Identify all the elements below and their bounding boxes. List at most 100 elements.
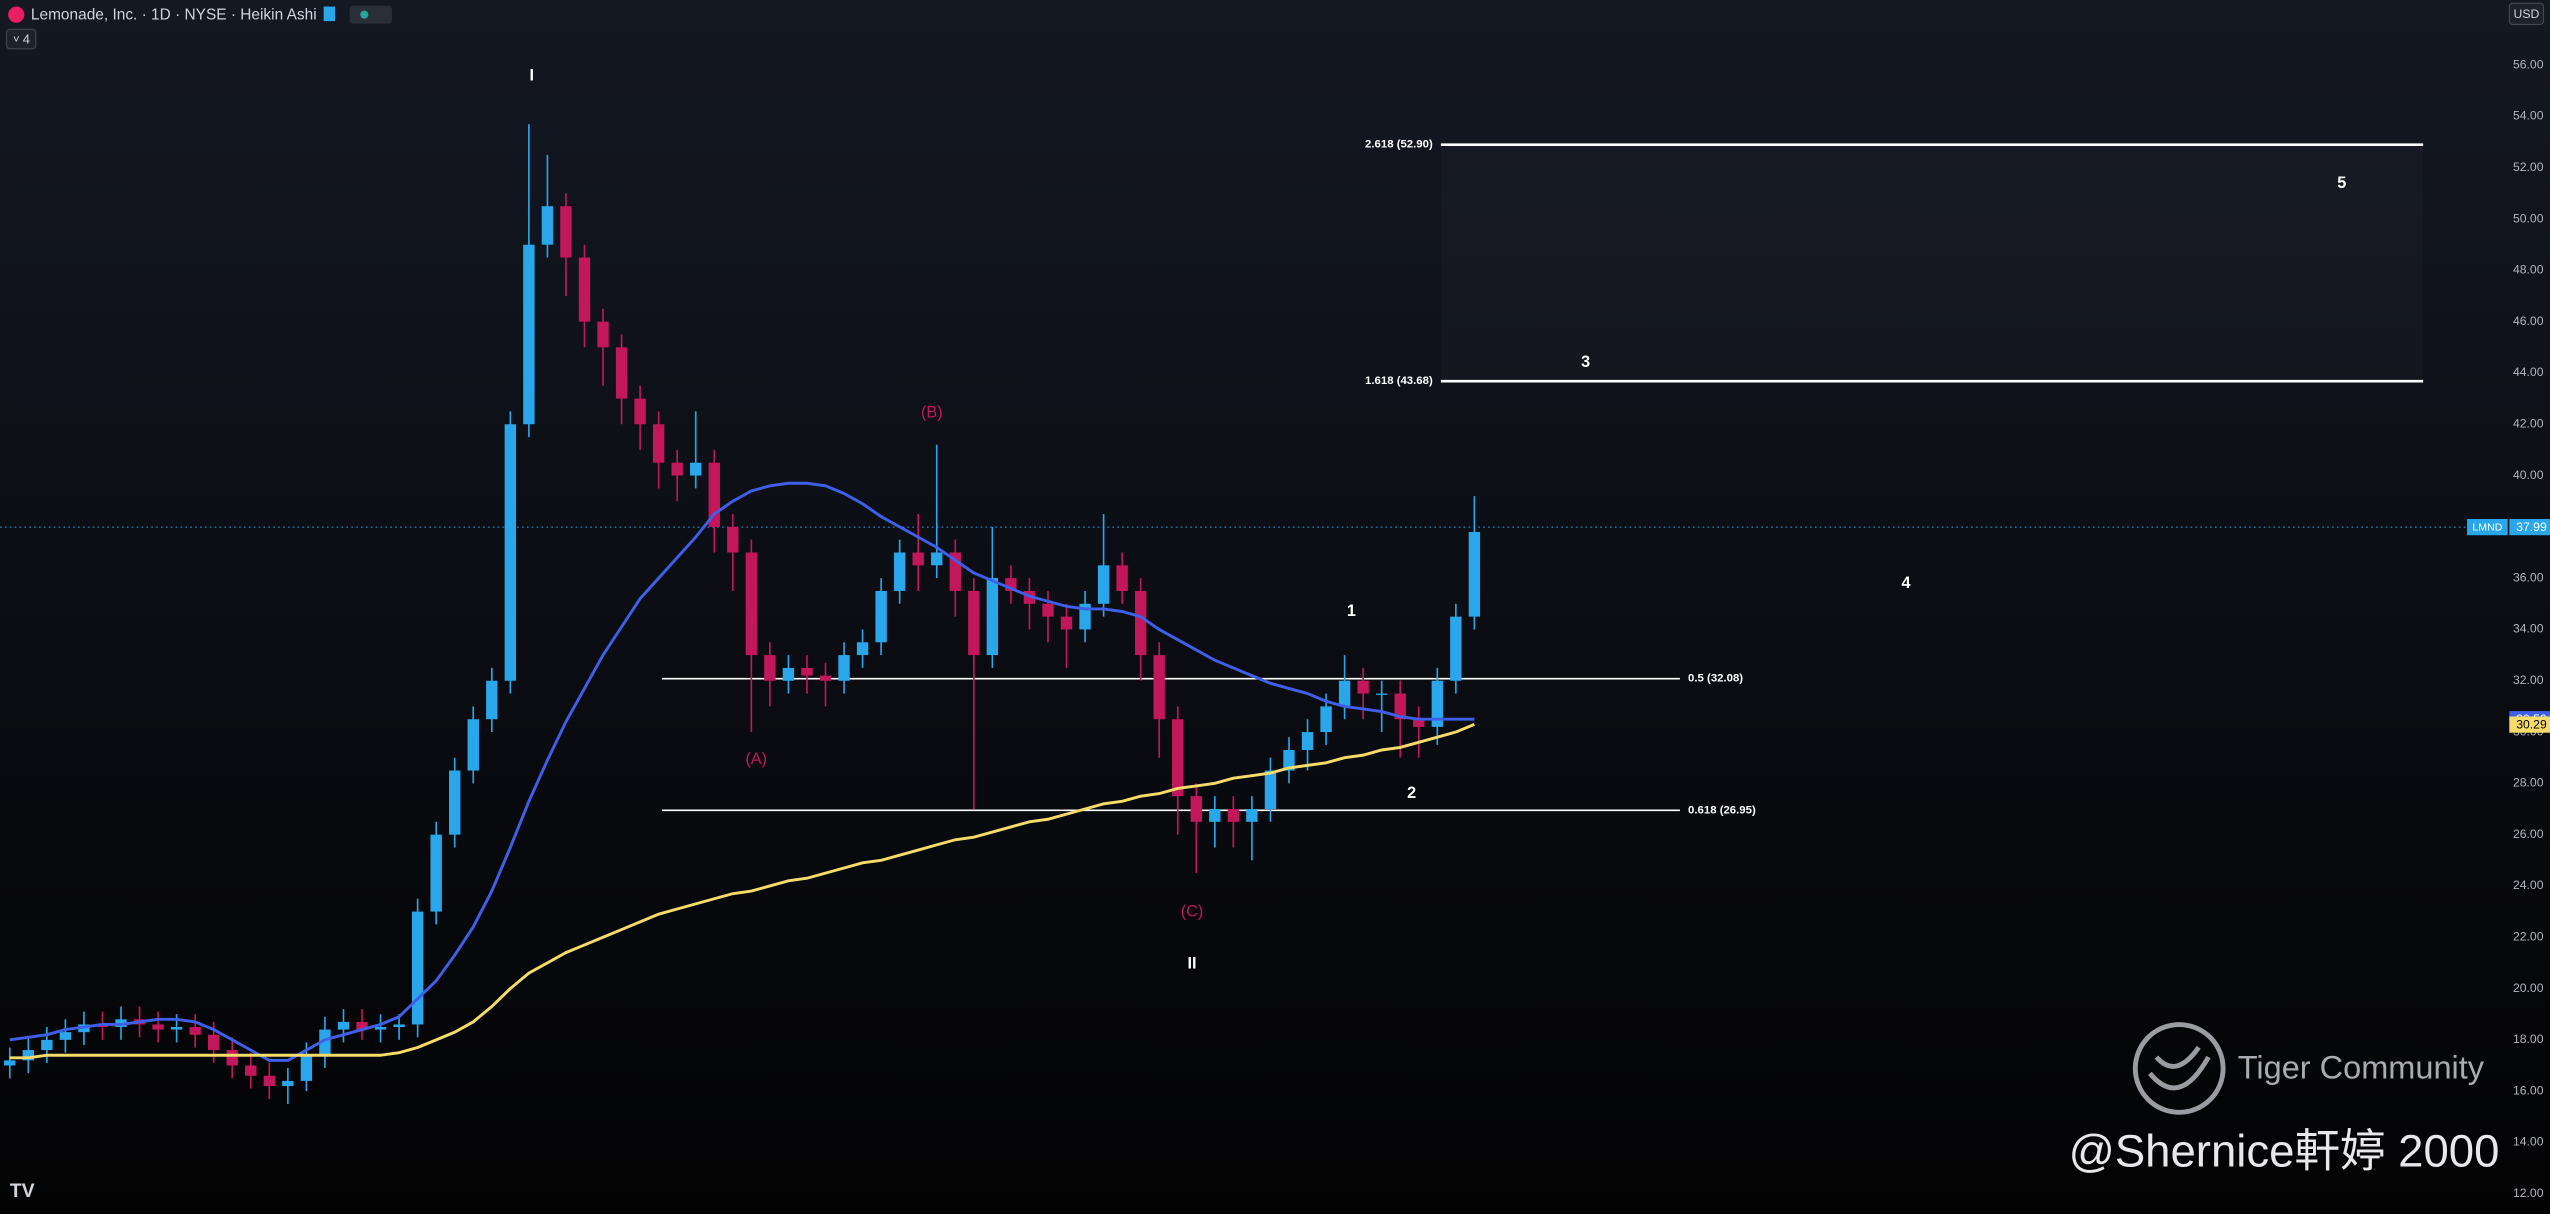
indicators-toggle[interactable] bbox=[5, 28, 37, 50]
candle-body bbox=[856, 642, 869, 656]
candle-body bbox=[1338, 680, 1351, 707]
candle-body bbox=[986, 578, 999, 656]
candle-body bbox=[1264, 770, 1277, 809]
status-badge[interactable] bbox=[349, 5, 392, 24]
fib-level-label: 0.5 (32.08) bbox=[1688, 673, 1743, 685]
watermark-logo bbox=[2132, 1022, 2226, 1115]
y-tick-label: 22.00 bbox=[2513, 929, 2544, 943]
candle-body bbox=[1283, 749, 1295, 771]
indicators-count: 4 bbox=[23, 31, 30, 46]
y-tick-label: 16.00 bbox=[2513, 1083, 2544, 1097]
candle-body bbox=[1468, 531, 1481, 617]
candle-body bbox=[1190, 796, 1202, 822]
y-tick-label: 56.00 bbox=[2513, 57, 2544, 71]
symbol-tag: LMND bbox=[2472, 522, 2502, 534]
y-tick-label: 54.00 bbox=[2513, 109, 2544, 123]
candle-body bbox=[1060, 616, 1073, 630]
candle-body bbox=[189, 1027, 201, 1035]
symbol-tag-box bbox=[2467, 518, 2508, 536]
y-tick-label: 40.00 bbox=[2513, 468, 2544, 482]
candle-body bbox=[634, 398, 646, 425]
candle-body bbox=[819, 675, 832, 681]
ma-value-tag: 30.29 bbox=[2516, 718, 2547, 732]
wave-label: (A) bbox=[745, 750, 767, 768]
wave-label: 5 bbox=[2337, 174, 2346, 192]
candle-body bbox=[263, 1075, 276, 1087]
wave-label: 4 bbox=[1901, 574, 1910, 592]
y-tick-label: 34.00 bbox=[2513, 622, 2544, 636]
y-tick-label: 46.00 bbox=[2513, 314, 2544, 328]
candle-body bbox=[782, 667, 795, 681]
candle-body bbox=[1413, 719, 1425, 727]
wave-label: (B) bbox=[921, 403, 943, 421]
candle-body bbox=[411, 911, 424, 1025]
chart-title: Lemonade, Inc. · 1D · NYSE · Heikin Ashi bbox=[31, 7, 317, 24]
candle-body bbox=[597, 321, 609, 348]
y-tick-label: 24.00 bbox=[2513, 878, 2544, 892]
candle-body bbox=[170, 1027, 183, 1030]
candle-body bbox=[1005, 578, 1017, 591]
candle-body bbox=[1375, 693, 1388, 695]
currency: USD bbox=[2514, 7, 2540, 21]
y-tick-label: 48.00 bbox=[2513, 263, 2544, 277]
y-tick-label: 36.00 bbox=[2513, 570, 2544, 584]
candle-body bbox=[949, 552, 961, 591]
wave-label: II bbox=[1188, 955, 1197, 973]
candle-body bbox=[893, 552, 906, 591]
candle-body bbox=[1079, 603, 1091, 630]
watermark-author: @Shernice軒婷 2000 bbox=[2069, 1126, 2500, 1177]
fib-level-label: 2.618 (52.90) bbox=[1365, 139, 1433, 151]
candle-body bbox=[337, 1021, 350, 1030]
plot-area: 12.00 14.00 16.00 18.00 20.00 22.00 24.00 26.00… bbox=[0, 57, 2544, 1200]
candle-body bbox=[152, 1024, 164, 1030]
candle-body bbox=[1227, 808, 1240, 822]
y-tick-label: 14.00 bbox=[2513, 1135, 2544, 1149]
wave-label: I bbox=[530, 67, 535, 85]
candle-body bbox=[671, 462, 683, 476]
candle-body bbox=[282, 1080, 294, 1087]
candle-body bbox=[393, 1024, 405, 1028]
candle-body bbox=[523, 244, 535, 425]
candle-body bbox=[319, 1029, 331, 1056]
symbol-logo bbox=[8, 6, 25, 23]
y-tick-label: 26.00 bbox=[2513, 827, 2544, 841]
candle-body bbox=[1153, 655, 1165, 720]
candle-body bbox=[1172, 719, 1184, 797]
fib-level-label: 1.618 (43.68) bbox=[1365, 375, 1433, 387]
candle-body bbox=[578, 257, 591, 322]
candle-body bbox=[875, 590, 887, 643]
candle-body bbox=[801, 667, 813, 676]
last-price-box bbox=[2509, 518, 2550, 536]
wave-label: (C) bbox=[1181, 903, 1204, 921]
currency-button[interactable] bbox=[2508, 2, 2545, 25]
fib-zone bbox=[1441, 145, 2423, 381]
candle-body bbox=[838, 655, 850, 681]
candle-body bbox=[59, 1032, 72, 1040]
candle-body bbox=[652, 424, 665, 463]
candle-body bbox=[708, 462, 720, 527]
candle-body bbox=[449, 770, 461, 835]
wave-label: 1 bbox=[1347, 602, 1356, 620]
candle-body bbox=[1394, 693, 1406, 720]
candle-body bbox=[968, 590, 980, 656]
tradingview-logo[interactable]: TV bbox=[10, 1180, 35, 1202]
watermark-logo-mark bbox=[2148, 1045, 2211, 1091]
candle-body bbox=[300, 1055, 313, 1081]
candle-body bbox=[1246, 808, 1258, 822]
candle-body bbox=[245, 1065, 257, 1076]
candle-body bbox=[226, 1050, 238, 1066]
candle-body bbox=[1134, 590, 1147, 656]
candle-body bbox=[931, 552, 943, 566]
candle-body bbox=[560, 206, 572, 258]
candle-body bbox=[1116, 565, 1128, 591]
y-tick-label: 32.00 bbox=[2513, 673, 2544, 687]
candle-body bbox=[208, 1034, 220, 1051]
candle-body bbox=[467, 719, 479, 771]
flag-icon[interactable] bbox=[323, 6, 336, 22]
y-tick-label: 50.00 bbox=[2513, 211, 2544, 225]
candle-body bbox=[486, 680, 498, 720]
candle-body bbox=[1431, 680, 1443, 727]
chevron: ˅ bbox=[13, 34, 20, 46]
y-tick-label: 12.00 bbox=[2513, 1186, 2544, 1200]
status-dot bbox=[360, 10, 369, 19]
